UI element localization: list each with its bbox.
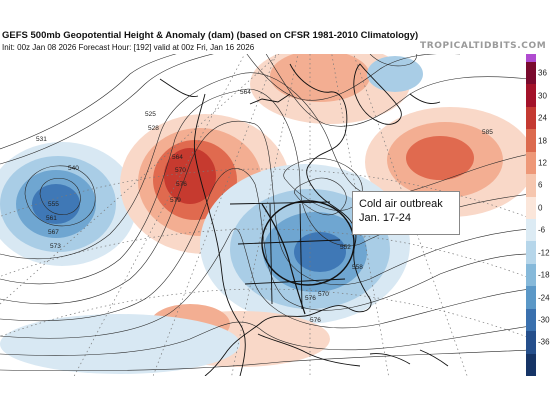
contour-label: 555: [48, 201, 59, 208]
anomaly-arctic-warm-light: [270, 54, 370, 102]
anomaly-greenland-cold: [367, 56, 423, 92]
anomaly-map: 531 540 555 561 567 573 564 570 576 579 …: [0, 54, 526, 376]
colorbar-segment: [526, 263, 536, 287]
colorbar-segment: [526, 331, 536, 355]
colorbar-segment: [526, 129, 536, 153]
colorbar-segment: [526, 353, 536, 377]
contour-label: 552: [340, 244, 351, 251]
contour-label: 576: [305, 295, 316, 302]
contour-label: 576: [176, 181, 187, 188]
colorbar-tick-label: 0: [538, 203, 543, 213]
contour-label: 561: [46, 215, 57, 222]
colorbar-tick-label: -18: [538, 270, 550, 280]
anomaly-trough-core: [294, 232, 346, 272]
colorbar-segment: [526, 174, 536, 198]
colorbar-tick-label: 18: [538, 136, 547, 145]
colorbar-segment: [526, 241, 536, 265]
chart-title: GEFS 500mb Geopotential Height & Anomaly…: [2, 30, 419, 41]
colorbar-tick-label: 12: [538, 158, 547, 168]
map-panel: 531 540 555 561 567 573 564 570 576 579 …: [0, 54, 526, 376]
colorbar: [526, 54, 542, 377]
contour-label: 558: [352, 264, 363, 271]
contour-label: 531: [36, 136, 47, 143]
anomaly-tropics-cool: [0, 314, 240, 374]
colorbar-tick-label: 24: [538, 113, 547, 123]
contour-label: 567: [48, 229, 59, 236]
colorbar-tick-label: -12: [538, 248, 550, 258]
colorbar-segment: [526, 151, 536, 175]
colorbar-segment: [526, 196, 536, 220]
anomaly-atlantic-warm-med: [406, 136, 474, 180]
colorbar-top-swatch: [526, 54, 536, 62]
colorbar-tick-label: -24: [538, 293, 550, 302]
contour-label: 573: [50, 243, 61, 250]
contour-label: 540: [68, 165, 79, 172]
outbreak-circle: [261, 200, 355, 286]
chart-subtitle: Init: 00z Jan 08 2026 Forecast Hour: [19…: [2, 43, 255, 52]
colorbar-tick-label: 30: [538, 91, 547, 101]
colorbar-tick-label: 36: [538, 68, 547, 78]
contour-label: 528: [148, 125, 159, 132]
colorbar-segment: [526, 106, 536, 130]
contour-label: 570: [175, 167, 186, 174]
colorbar-segment: [526, 84, 536, 108]
source-brand: TROPICALTIDBITS.COM: [420, 41, 547, 51]
contour-label: 564: [240, 89, 251, 96]
contour-label: 525: [145, 111, 156, 118]
colorbar-segment: [526, 219, 536, 242]
height-contours: [0, 54, 526, 372]
annotation-line-1: Cold air outbreak: [359, 198, 443, 210]
outbreak-annotation: Cold air outbreak Jan. 17-24: [352, 191, 460, 235]
contour-label: 570: [318, 291, 329, 298]
colorbar-segment: [526, 62, 536, 85]
colorbar-tick-label: -6: [538, 225, 546, 235]
contour-label: 564: [172, 154, 183, 161]
colorbar-tick-label: -36: [538, 337, 550, 347]
coastlines: [159, 63, 449, 376]
trough-axis: [261, 203, 306, 315]
contour-label: 579: [170, 197, 181, 204]
contour-label: 585: [482, 129, 493, 136]
colorbar-tick-label: 6: [538, 180, 543, 190]
colorbar-tick-label: -30: [538, 315, 550, 325]
colorbar-segment: [526, 286, 536, 310]
colorbar-segment: [526, 308, 536, 332]
annotation-line-2: Jan. 17-24: [359, 212, 411, 224]
contour-label: 576: [310, 317, 321, 324]
